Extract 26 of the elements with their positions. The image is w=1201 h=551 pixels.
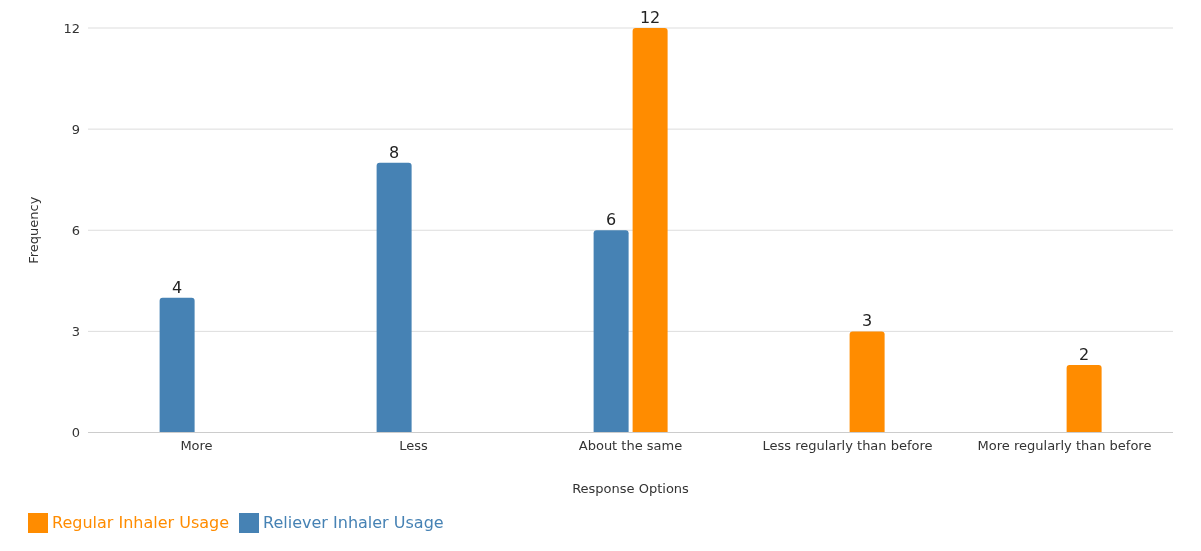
bar: [159, 297, 195, 433]
legend-label: Reliever Inhaler Usage: [263, 512, 444, 532]
data-label: 4: [172, 277, 183, 297]
data-label: 2: [1079, 345, 1090, 365]
y-tick-label: 3: [71, 323, 80, 339]
y-axis-title: Frequency: [25, 196, 41, 264]
y-tick-label: 12: [63, 20, 80, 36]
x-tick-label: About the same: [578, 437, 683, 453]
bar: [593, 230, 629, 433]
x-tick-label: More: [180, 437, 213, 453]
bar: [849, 331, 885, 433]
bar: [1066, 365, 1102, 433]
y-tick-label: 6: [71, 222, 80, 238]
x-tick-label: More regularly than before: [977, 437, 1152, 453]
data-label: 3: [862, 311, 873, 331]
legend-label: Regular Inhaler Usage: [52, 512, 230, 532]
y-tick-label: 0: [71, 425, 80, 441]
data-label: 12: [639, 8, 661, 27]
x-tick-label: Less regularly than before: [762, 437, 933, 453]
x-tick-label: Less: [399, 437, 428, 453]
bar: [376, 162, 412, 433]
data-label: 6: [606, 210, 617, 230]
data-label: 8: [389, 142, 400, 162]
y-tick-label: 9: [71, 121, 80, 137]
bar: [632, 28, 668, 433]
x-axis-title: Response Options: [572, 480, 690, 496]
